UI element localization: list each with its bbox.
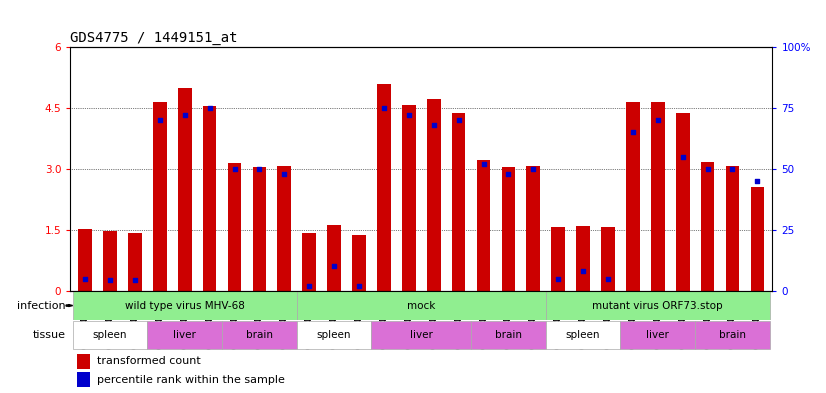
- Text: spleen: spleen: [317, 330, 351, 340]
- Text: liver: liver: [410, 330, 433, 340]
- Bar: [427, 99, 440, 291]
- Text: brain: brain: [495, 330, 522, 340]
- Bar: [651, 102, 665, 291]
- Bar: [700, 162, 714, 291]
- Bar: [372, 321, 471, 349]
- Bar: [471, 321, 546, 349]
- Bar: [501, 167, 515, 291]
- Bar: [297, 292, 546, 320]
- Bar: [377, 84, 391, 291]
- Bar: [577, 226, 590, 291]
- Point: [577, 268, 590, 274]
- Bar: [601, 227, 615, 291]
- Bar: [302, 233, 316, 291]
- Point: [477, 161, 490, 167]
- Text: spleen: spleen: [566, 330, 601, 340]
- Point: [527, 166, 540, 172]
- Text: GDS4775 / 1449151_at: GDS4775 / 1449151_at: [70, 31, 238, 45]
- Bar: [147, 321, 222, 349]
- Point: [78, 275, 92, 282]
- Point: [228, 166, 241, 172]
- Text: brain: brain: [719, 330, 746, 340]
- Text: brain: brain: [246, 330, 273, 340]
- Text: mock: mock: [407, 301, 435, 310]
- Bar: [526, 166, 540, 291]
- Text: liver: liver: [173, 330, 196, 340]
- Bar: [128, 233, 142, 291]
- Bar: [352, 235, 366, 291]
- Point: [128, 277, 141, 283]
- Point: [253, 166, 266, 172]
- Bar: [402, 105, 415, 291]
- Point: [203, 105, 216, 111]
- Point: [751, 178, 764, 184]
- Point: [552, 275, 565, 282]
- Bar: [78, 354, 90, 369]
- Point: [427, 122, 440, 128]
- Point: [501, 171, 515, 177]
- Text: wild type virus MHV-68: wild type virus MHV-68: [125, 301, 244, 310]
- Point: [452, 117, 465, 123]
- Point: [601, 275, 615, 282]
- Point: [651, 117, 664, 123]
- Bar: [327, 225, 341, 291]
- Bar: [551, 227, 565, 291]
- Bar: [153, 102, 167, 291]
- Text: tissue: tissue: [33, 330, 66, 340]
- Bar: [676, 113, 690, 291]
- Text: percentile rank within the sample: percentile rank within the sample: [97, 375, 285, 385]
- Point: [726, 166, 739, 172]
- Bar: [78, 372, 90, 387]
- Bar: [73, 292, 297, 320]
- Point: [103, 277, 116, 283]
- Text: transformed count: transformed count: [97, 356, 201, 366]
- Bar: [253, 167, 266, 291]
- Point: [676, 154, 689, 160]
- Bar: [222, 321, 297, 349]
- Bar: [452, 113, 466, 291]
- Point: [701, 166, 714, 172]
- Point: [353, 283, 366, 289]
- Bar: [751, 187, 764, 291]
- Bar: [73, 321, 147, 349]
- Bar: [297, 321, 372, 349]
- Text: spleen: spleen: [93, 330, 127, 340]
- Bar: [695, 321, 770, 349]
- Text: mutant virus ORF73.stop: mutant virus ORF73.stop: [592, 301, 723, 310]
- Point: [178, 112, 192, 119]
- Bar: [278, 166, 292, 291]
- Point: [626, 129, 639, 136]
- Point: [402, 112, 415, 119]
- Point: [278, 171, 291, 177]
- Bar: [477, 160, 491, 291]
- Bar: [203, 106, 216, 291]
- Bar: [546, 321, 620, 349]
- Text: liver: liver: [647, 330, 669, 340]
- Text: infection: infection: [17, 301, 66, 310]
- Bar: [103, 231, 117, 291]
- Bar: [626, 102, 639, 291]
- Point: [154, 117, 167, 123]
- Bar: [228, 163, 241, 291]
- Point: [377, 105, 391, 111]
- Bar: [620, 321, 695, 349]
- Bar: [725, 166, 739, 291]
- Bar: [178, 88, 192, 291]
- Point: [302, 283, 316, 289]
- Point: [328, 263, 341, 270]
- Bar: [546, 292, 770, 320]
- Bar: [78, 229, 92, 291]
